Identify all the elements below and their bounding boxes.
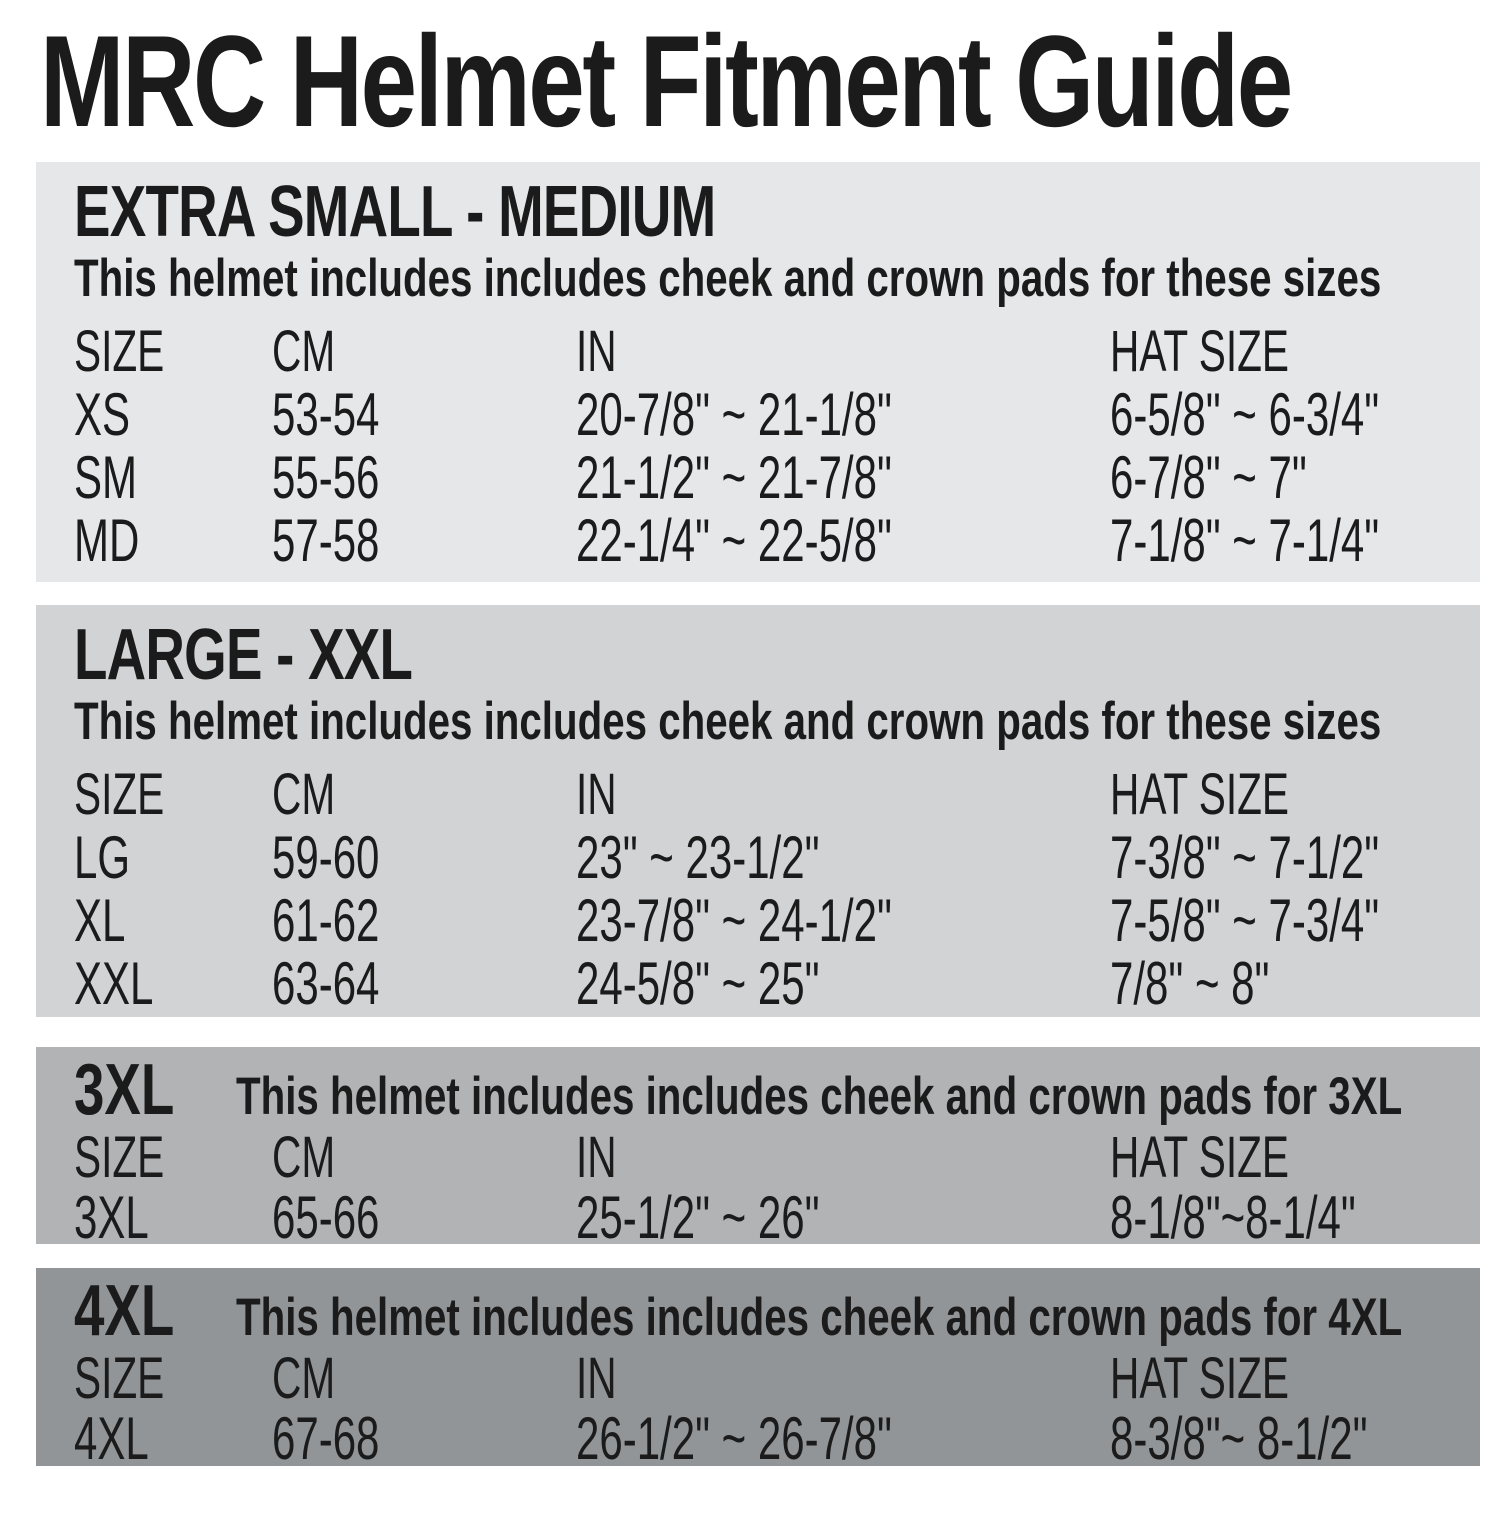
in-cell: 22-1/4" ~ 22-5/8": [576, 507, 892, 574]
section-subtitle: This helmet includes includes cheek and …: [74, 692, 1382, 751]
col-header-cm: CM: [272, 762, 336, 827]
hat-cell: 6-5/8" ~ 6-3/4": [1110, 381, 1380, 448]
in-cell: 26-1/2" ~ 26-7/8": [576, 1405, 892, 1472]
size-cell: SM: [74, 444, 137, 511]
size-table: SIZE CM IN HAT SIZE XS 53-54 20-7/8" ~ 2…: [74, 319, 1470, 574]
col-header-size: SIZE: [74, 1125, 165, 1190]
section-title: 3XL: [74, 1050, 175, 1130]
in-cell: 20-7/8" ~ 21-1/8": [576, 381, 892, 448]
size-table: SIZE CM IN HAT SIZE 3XL 65-66 25-1/2" ~ …: [74, 1129, 1470, 1249]
size-table: SIZE CM IN HAT SIZE 4XL 67-68 26-1/2" ~ …: [74, 1350, 1470, 1470]
hat-cell: 7-5/8" ~ 7-3/4": [1110, 887, 1380, 954]
size-table: SIZE CM IN HAT SIZE LG 59-60 23" ~ 23-1/…: [74, 762, 1470, 1017]
section-xs-md: EXTRA SMALL - MEDIUM This helmet include…: [36, 162, 1480, 582]
section-subtitle: This helmet includes includes cheek and …: [74, 249, 1382, 308]
hat-cell: 8-1/8"~8-1/4": [1110, 1184, 1356, 1251]
cm-cell: 65-66: [272, 1184, 380, 1251]
size-cell: XXL: [74, 950, 154, 1017]
section-subtitle: This helmet includes includes cheek and …: [236, 1067, 1403, 1126]
size-cell: 3XL: [74, 1184, 149, 1251]
in-cell: 23" ~ 23-1/2": [576, 824, 820, 891]
section-lg-xxl: LARGE - XXL This helmet includes include…: [36, 605, 1480, 1017]
hat-cell: 6-7/8" ~ 7": [1110, 444, 1307, 511]
col-header-in: IN: [576, 319, 617, 384]
col-header-hat-size: HAT SIZE: [1110, 319, 1289, 384]
col-header-cm: CM: [272, 1125, 336, 1190]
section-subtitle: This helmet includes includes cheek and …: [236, 1288, 1403, 1347]
size-cell: 4XL: [74, 1405, 149, 1472]
page-title: MRC Helmet Fitment Guide: [40, 8, 1500, 154]
col-header-in: IN: [576, 1125, 617, 1190]
section-title: LARGE - XXL: [74, 615, 413, 695]
section-3xl: 3XL This helmet includes includes cheek …: [36, 1047, 1480, 1249]
col-header-size: SIZE: [74, 1346, 165, 1411]
section-header: 3XL This helmet includes includes cheek …: [74, 1047, 1470, 1127]
in-cell: 24-5/8" ~ 25": [576, 950, 820, 1017]
col-header-in: IN: [576, 762, 617, 827]
hat-cell: 8-3/8"~ 8-1/2": [1110, 1405, 1368, 1472]
col-header-size: SIZE: [74, 762, 165, 827]
col-header-size: SIZE: [74, 319, 165, 384]
cm-cell: 67-68: [272, 1405, 380, 1472]
cm-cell: 59-60: [272, 824, 380, 891]
col-header-cm: CM: [272, 1346, 336, 1411]
cm-cell: 53-54: [272, 381, 380, 448]
cm-cell: 63-64: [272, 950, 380, 1017]
col-header-in: IN: [576, 1346, 617, 1411]
section-header: 4XL This helmet includes includes cheek …: [74, 1268, 1470, 1348]
page-title-text: MRC Helmet Fitment Guide: [40, 8, 1293, 154]
section-4xl: 4XL This helmet includes includes cheek …: [36, 1268, 1480, 1470]
size-cell: LG: [74, 824, 131, 891]
section-title: EXTRA SMALL - MEDIUM: [74, 172, 716, 252]
cm-cell: 61-62: [272, 887, 380, 954]
col-header-cm: CM: [272, 319, 336, 384]
col-header-hat-size: HAT SIZE: [1110, 1125, 1289, 1190]
size-cell: XS: [74, 381, 131, 448]
size-cell: MD: [74, 507, 140, 574]
section-title: 4XL: [74, 1271, 175, 1351]
size-cell: XL: [74, 887, 126, 954]
hat-cell: 7-1/8" ~ 7-1/4": [1110, 507, 1380, 574]
cm-cell: 55-56: [272, 444, 380, 511]
cm-cell: 57-58: [272, 507, 380, 574]
hat-cell: 7-3/8" ~ 7-1/2": [1110, 824, 1380, 891]
col-header-hat-size: HAT SIZE: [1110, 762, 1289, 827]
in-cell: 21-1/2" ~ 21-7/8": [576, 444, 892, 511]
col-header-hat-size: HAT SIZE: [1110, 1346, 1289, 1411]
in-cell: 23-7/8" ~ 24-1/2": [576, 887, 892, 954]
in-cell: 25-1/2" ~ 26": [576, 1184, 820, 1251]
hat-cell: 7/8" ~ 8": [1110, 950, 1270, 1017]
